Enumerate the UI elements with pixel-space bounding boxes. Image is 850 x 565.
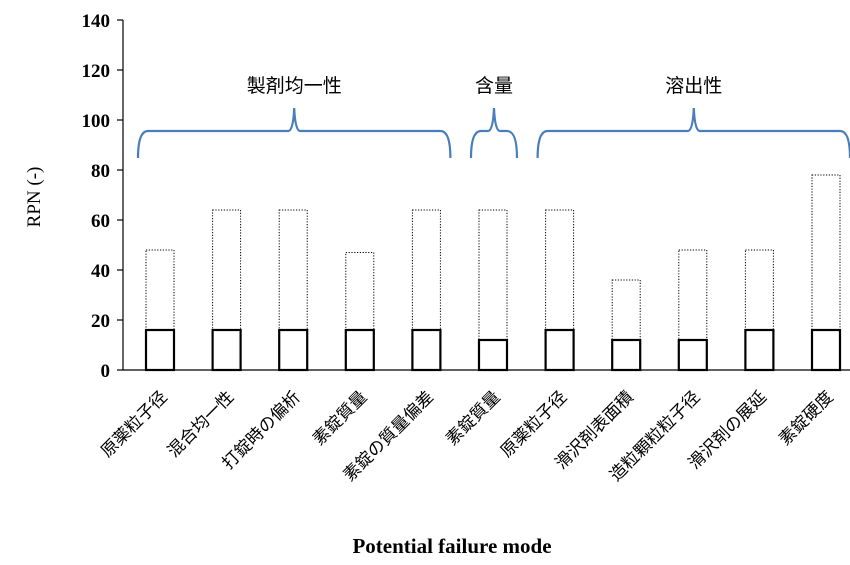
outer-bar: [345, 252, 375, 371]
inner-bars: [144, 328, 842, 372]
inner-bar: [411, 328, 442, 372]
outer-bar: [478, 209, 508, 371]
inner-bar: [677, 338, 708, 372]
outer-bar: [678, 249, 708, 371]
y-tick-label: 100: [82, 111, 111, 132]
y-axis-title: RPN (-): [24, 167, 45, 228]
inner-bar: [144, 328, 176, 372]
inner-bar: [611, 338, 642, 372]
y-tick-label: 80: [91, 161, 110, 182]
outer-bar: [744, 249, 774, 371]
group-label: 含量: [475, 75, 513, 97]
axes: [122, 20, 850, 371]
group-brackets: [136, 107, 850, 159]
inner-bar: [278, 328, 309, 372]
y-tick-label: 120: [82, 61, 111, 82]
group-bracket: [136, 107, 452, 159]
group-label: 溶出性: [665, 75, 722, 97]
inner-bar: [344, 328, 375, 372]
y-tick-label: 40: [91, 261, 110, 282]
inner-bar: [477, 338, 509, 372]
outer-bar: [611, 279, 641, 371]
inner-bar: [810, 328, 842, 372]
x-category-label: 素錠硬度: [775, 387, 837, 449]
y-ticks: 0 20 40 60 80 100 120 140: [82, 11, 123, 382]
group-labels: 製剤均一性 含量 溶出性: [247, 75, 723, 97]
y-tick-label: 0: [101, 361, 111, 382]
outer-bar: [145, 249, 175, 371]
y-tick-label: 140: [82, 11, 111, 32]
group-bracket: [469, 107, 519, 159]
x-category-label: 原薬粒子径: [97, 387, 171, 461]
x-category-label: 素錠質量: [309, 387, 371, 449]
x-category-label: 素錠質量: [442, 387, 504, 449]
inner-bar: [211, 328, 242, 372]
inner-bar: [544, 328, 575, 372]
outer-bar: [212, 209, 242, 371]
group-label: 製剤均一性: [247, 75, 342, 97]
outer-bar: [545, 209, 575, 371]
outer-bar: [278, 209, 308, 371]
inner-bar: [744, 328, 775, 372]
outer-bar: [411, 209, 441, 371]
group-bracket: [536, 107, 850, 159]
x-axis-title: Potential failure mode: [352, 534, 551, 558]
y-tick-label: 20: [91, 311, 110, 332]
y-tick-label: 60: [91, 211, 110, 232]
outer-bar: [811, 174, 841, 371]
